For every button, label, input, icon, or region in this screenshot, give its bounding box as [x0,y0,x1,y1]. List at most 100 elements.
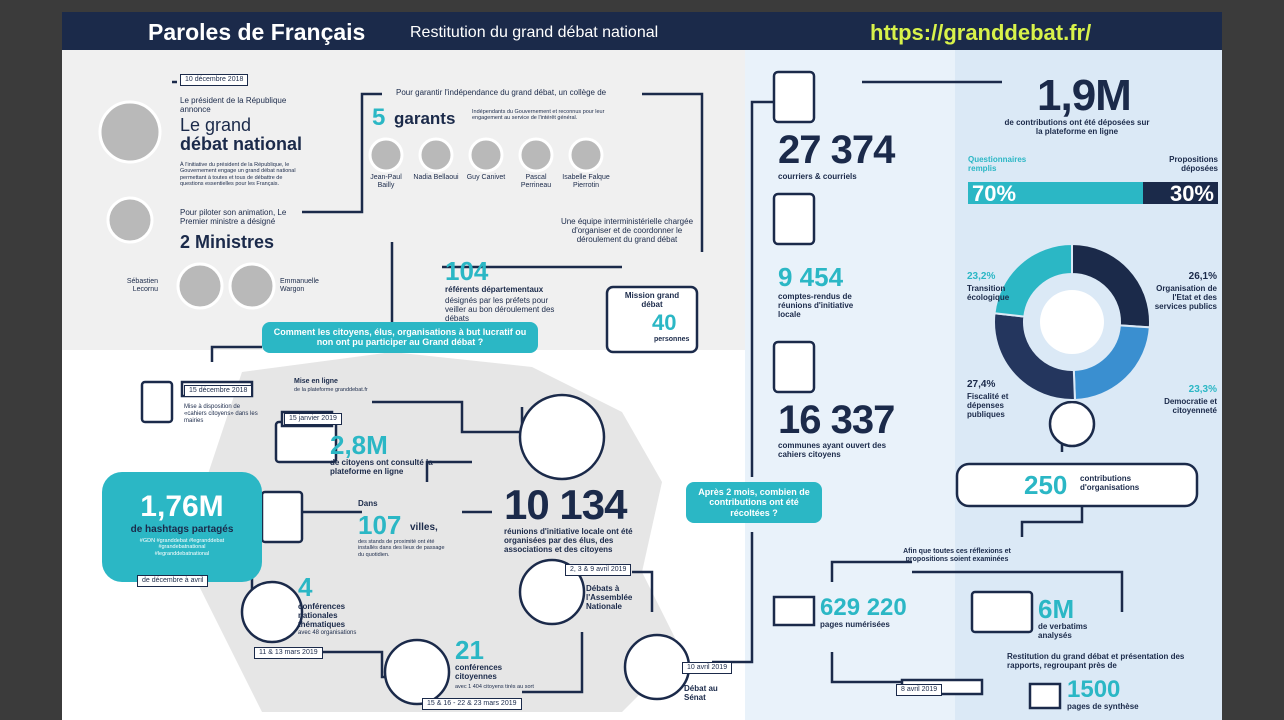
announce-pilot: Pour piloter son animation, Le Premier m… [180,208,287,227]
mission-title: Mission grand débat [624,291,680,310]
total-number: 1,9M [1037,71,1132,120]
total-caption: de contributions ont été déposées sur la… [1004,118,1150,137]
plateforme-text: de la plateforme granddebat.fr [294,387,368,393]
ministers-title: 2 Ministres [180,232,275,252]
question-banner: Comment les citoyens, élus, organisation… [262,322,538,353]
theme-label: Democratie et citoyenneté [1164,397,1217,416]
conferences-date: 11 & 13 mars 2019 [254,647,323,660]
garants-intro: Pour garantir l'indépendance du grand dé… [396,88,607,97]
split-label: Propositions déposées [1169,155,1218,174]
pages-number: 629 220 [820,594,907,621]
conferences-caption: conférences nationales thématiques [298,602,346,630]
garant-name: Nadia Bellaoui [413,174,459,181]
communes-number: 16 337 [778,398,895,442]
citoyennes-caption: conférences citoyennes [455,663,503,682]
infographic: 70% 30% Paroles de Français Restitution d… [62,12,1222,720]
garant-name: Guy Canivet [466,174,506,181]
comptes-caption: comptes-rendus de réunions d'initiative … [778,292,854,320]
garants-word: garants [394,109,456,128]
charts: 70% 30% [968,181,1218,401]
hashtag-panel [102,472,262,582]
restitution-text: Restitution du grand débat et présentati… [1007,652,1185,671]
restitution-caption: pages de synthèse [1067,702,1139,711]
stands-pre: Dans [358,499,378,508]
conferences-detail: avec 48 organisations [298,630,357,636]
header-subtitle: Restitution du grand débat national [410,24,659,41]
split-value-label: 70% [972,181,1016,206]
restitution-number: 1500 [1067,676,1121,703]
cahiers-text: Mise à disposition de «cahiers citoyens»… [184,404,258,424]
background-art: 70% 30% [62,12,1222,720]
mission-unit: personnes [654,336,690,343]
theme-label: Transition écologique [967,284,1010,303]
theme-value-label: 26,1% [1188,271,1217,282]
announce-title1: Le grand [180,115,252,135]
examen-text: Afin que toutes ces réflexions et propos… [903,548,1011,564]
conferences-number: 4 [298,572,313,602]
referents-number: 104 [445,256,489,286]
minister-name: Sébastien Lecornu [126,278,158,294]
hashtags-number: 1,76M [140,490,224,523]
stands-number: 107 [358,510,402,540]
header-title: Paroles de Français [148,19,366,45]
hashtags-tags: #GDN #granddebat #legranddebat #grandeba… [139,538,225,557]
split-value-label: 30% [1170,181,1214,206]
announce-intro: Le président de la République annonce [180,96,287,115]
cahiers-date: 15 décembre 2018 [184,385,253,398]
theme-value-label: 27,4% [967,379,996,390]
pages-caption: pages numérisées [820,620,890,629]
split-bar [968,182,1143,204]
theme-label: Fiscalité et dépenses publiques [967,392,1009,420]
stands-unit: villes, [410,522,438,533]
organisations-number: 250 [1024,470,1068,500]
plateforme-title: Mise en ligne [294,378,338,385]
garants-count: 5 [372,104,386,131]
organisations-caption: contributions d'organisations [1080,474,1140,493]
announce-text: À l'initiative du président de la Républ… [180,162,296,187]
assemblee-date: 2, 3 & 9 avril 2019 [565,564,632,577]
referents-title: référents départementaux [445,285,544,294]
garant-name: Jean-Paul Bailly [370,174,402,190]
hashtags-period: de décembre à avril [137,575,209,588]
assemblee-caption: Débats à l'Assemblée Nationale [586,584,633,612]
hashtags-caption: de hashtags partagés [130,524,234,535]
plateforme-number: 2,8M [330,430,388,460]
plateforme-date: 15 janvier 2019 [284,413,342,426]
reunions-number: 10 134 [504,481,627,528]
question2-banner: Après 2 mois, combien de contributions o… [686,482,822,524]
senat-date: 10 avril 2019 [682,662,733,675]
verbatims-number: 6M [1038,594,1075,624]
communes-caption: communes ayant ouvert des cahiers citoye… [778,441,887,460]
citoyennes-date: 15 & 16 - 22 & 23 mars 2019 [422,698,522,711]
courriers-caption: courriers & courriels [778,172,857,181]
mission-text: Une équipe interministérielle chargée d'… [560,217,694,245]
theme-value-label: 23,2% [967,271,996,282]
reunions-caption: réunions d'initiative locale ont été org… [504,527,633,555]
portraits [98,100,604,310]
verbatims-caption: de verbatims analysés [1038,622,1088,641]
stands-text: des stands de proximité ont été installé… [358,539,445,558]
comptes-number: 9 454 [778,262,844,292]
header-url: https://granddebat.fr/ [870,20,1092,45]
theme-value-label: 23,3% [1188,384,1217,395]
minister-name: Emmanuelle Wargon [280,278,319,294]
garant-name: Isabelle Falque Pierrotin [562,174,610,190]
mission-number: 40 [652,310,677,335]
courriers-number: 27 374 [778,128,895,172]
split-label: Questionnaires remplis [968,155,1027,174]
announce-title2: débat national [180,134,303,154]
split-bar [1143,182,1218,204]
theme-label: Organisation de l'Etat et des services p… [1154,284,1217,312]
restitution-date: 8 avril 2019 [896,684,943,697]
announce-date: 10 décembre 2018 [180,74,249,87]
plateforme-caption: de citoyens ont consulté la plateforme e… [330,458,433,477]
garant-name: Pascal Perrineau [520,174,552,190]
header-bar [62,12,1222,50]
referents-text: désignés par les préfets pour veiller au… [445,296,555,324]
citoyennes-detail: avec 1 404 citoyens tirés au sort [455,684,534,690]
donut-center [1040,290,1104,354]
senat-caption: Débat au Sénat [684,684,718,703]
donut-segment [993,242,1073,318]
garants-text: Indépendants du Gouvernement et reconnus… [472,109,605,122]
